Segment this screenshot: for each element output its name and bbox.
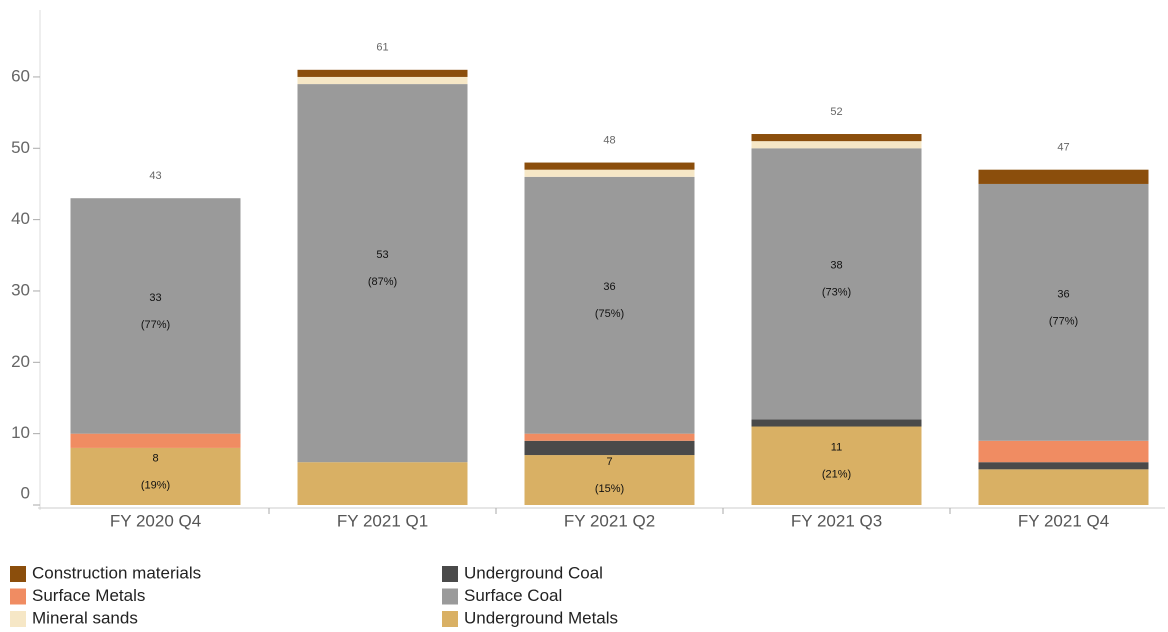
segment-value-label: 8: [152, 452, 158, 464]
segment-value-label: 53: [376, 249, 388, 261]
y-tick-label: 10: [11, 423, 30, 442]
x-tick-label: FY 2021 Q1: [337, 511, 428, 530]
segment-value-label: 36: [1057, 288, 1069, 300]
bar-segment: [524, 169, 695, 177]
bar-segment: [978, 440, 1149, 463]
total-label: 48: [603, 134, 615, 146]
bar-segment: [70, 447, 241, 505]
bar-segment: [524, 433, 695, 441]
legend-swatch: [10, 611, 26, 627]
total-label: 61: [376, 42, 388, 54]
legend-swatch: [442, 588, 458, 605]
segment-share-label: (21%): [822, 469, 851, 481]
segment-share-label: (87%): [368, 276, 397, 288]
y-tick-label: 40: [11, 209, 30, 228]
x-tick-label: FY 2021 Q4: [1018, 511, 1109, 530]
legend-label: Mineral sands: [32, 608, 138, 627]
bar-segment: [524, 440, 695, 456]
segment-share-label: (77%): [1049, 315, 1078, 327]
legend-label: Surface Metals: [32, 586, 145, 605]
bar-segment: [297, 84, 468, 463]
bar-segment: [751, 148, 922, 420]
bar-segment: [751, 419, 922, 427]
x-tick-label: FY 2021 Q2: [564, 511, 655, 530]
bar-segment: [978, 469, 1149, 505]
bar-segment: [70, 433, 241, 448]
bar-segment: [297, 69, 468, 77]
legend-label: Construction materials: [32, 563, 201, 582]
legend-swatch: [442, 611, 458, 627]
segment-share-label: (75%): [595, 308, 624, 320]
bar-segment: [297, 76, 468, 85]
legend-swatch: [10, 566, 26, 582]
bar-segment: [751, 426, 922, 505]
bar-segment: [70, 198, 241, 434]
total-label: 47: [1057, 142, 1069, 154]
segment-share-label: (15%): [595, 483, 624, 495]
legend-label: Underground Coal: [464, 563, 603, 582]
segment-share-label: (73%): [822, 287, 851, 299]
legend-swatch: [442, 566, 458, 582]
segment-value-label: 11: [831, 442, 842, 454]
bar-segment: [297, 462, 468, 505]
segment-value-label: 7: [606, 456, 612, 468]
x-tick-label: FY 2020 Q4: [110, 511, 201, 530]
y-tick-label: 20: [11, 352, 30, 371]
bar-segment: [751, 134, 922, 142]
segment-share-label: (77%): [141, 319, 170, 331]
total-label: 52: [830, 106, 842, 118]
bar-segment: [978, 462, 1149, 470]
y-tick-label: 50: [11, 138, 30, 157]
bar-segment: [524, 176, 695, 434]
legend-label: Underground Metals: [464, 608, 618, 627]
segment-value-label: 36: [603, 281, 615, 293]
x-tick-label: FY 2021 Q3: [791, 511, 882, 530]
y-tick-label: 60: [11, 66, 30, 85]
bar-segment: [751, 141, 922, 149]
bar-segment: [978, 169, 1149, 184]
segment-share-label: (19%): [141, 479, 170, 491]
total-label: 43: [149, 170, 161, 182]
bar-segment: [524, 162, 695, 170]
bar-segment: [524, 455, 695, 505]
y-tick-label: 30: [11, 280, 30, 299]
segment-value-label: 33: [149, 292, 161, 304]
y-tick-label: 0: [21, 483, 30, 502]
legend-label: Surface Coal: [464, 586, 562, 605]
bar-segment: [978, 183, 1149, 441]
segment-value-label: 38: [830, 260, 842, 272]
legend-swatch: [10, 588, 26, 605]
